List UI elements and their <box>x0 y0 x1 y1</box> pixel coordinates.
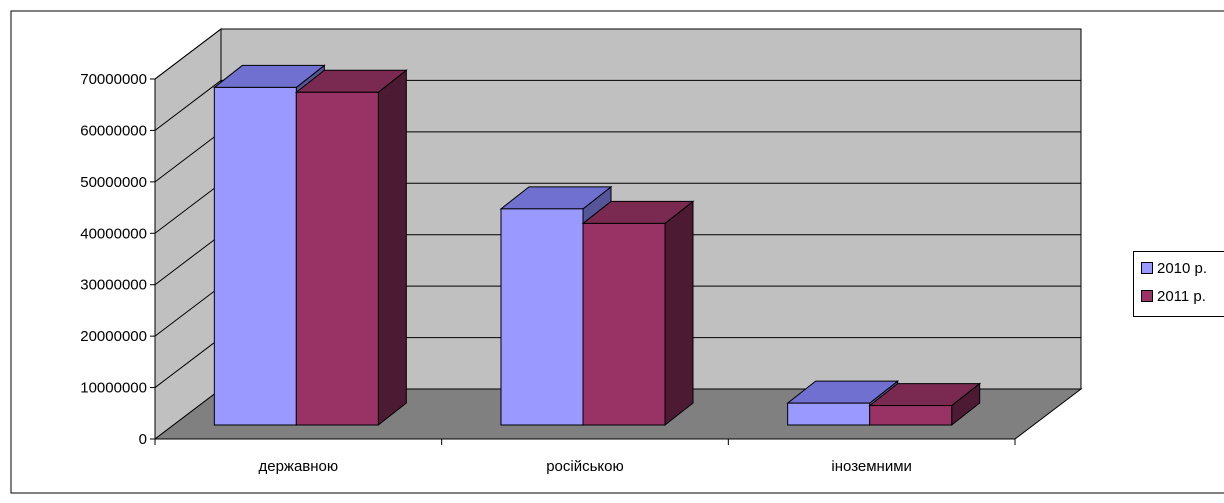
legend-label-2010: 2010 р. <box>1157 260 1208 277</box>
bar-2011 <box>868 382 982 427</box>
y-tick-label: 20000000 <box>80 328 147 345</box>
x-tick-label: російською <box>546 458 624 475</box>
y-tick-label: 60000000 <box>80 122 147 139</box>
side-gridline <box>154 337 222 388</box>
side-wall <box>154 27 222 441</box>
bar-side <box>377 69 407 427</box>
y-tick-label: 40000000 <box>80 225 147 242</box>
bar-2011 <box>581 200 695 427</box>
legend: 2010 р. 2011 р. <box>1133 251 1224 317</box>
side-gridline <box>154 28 222 80</box>
legend-item-2011: 2011 р. <box>1141 288 1206 306</box>
bar-front <box>213 86 297 426</box>
bar-front <box>787 402 871 426</box>
bar-front <box>869 405 953 426</box>
x-tick-label: іноземними <box>831 458 912 475</box>
x-tick-label: державною <box>258 458 338 475</box>
y-tick-label: 0 <box>139 431 147 448</box>
legend-swatch-2010 <box>1141 262 1153 274</box>
axes <box>150 78 1016 445</box>
legend-label-2011: 2011 р. <box>1157 288 1206 305</box>
y-axis-tick-labels: 0 10000000 20000000 30000000 40000000 5000000… <box>80 71 147 448</box>
bar-front <box>500 208 584 426</box>
bar-front <box>295 91 379 426</box>
bar-front <box>582 222 666 426</box>
side-gridline <box>154 234 222 286</box>
side-gridline <box>154 131 222 183</box>
side-gridline <box>154 285 222 337</box>
bar-side <box>664 200 694 427</box>
x-axis-tick-labels: державною російською іноземними <box>258 458 911 475</box>
y-tick-label: 30000000 <box>80 277 147 294</box>
y-tick-label: 70000000 <box>80 71 147 88</box>
legend-item-2010: 2010 р. <box>1141 260 1207 278</box>
y-tick-label: 10000000 <box>80 380 147 397</box>
bars <box>212 64 982 427</box>
side-gridline <box>154 182 222 234</box>
side-gridline <box>154 80 222 131</box>
legend-swatch-2011 <box>1141 290 1153 302</box>
bar-2011 <box>294 69 408 427</box>
y-tick-label: 50000000 <box>80 174 147 191</box>
